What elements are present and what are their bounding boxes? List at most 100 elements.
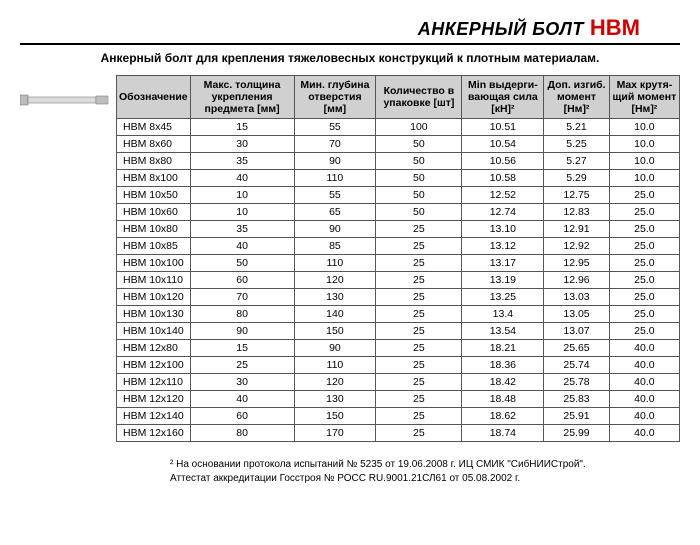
table-row: HBM 12x8015902518.2125.6540.0 xyxy=(117,340,680,357)
content-area: ОбозначениеМакс. толщина укрепления пред… xyxy=(20,75,680,442)
table-cell: 70 xyxy=(294,136,376,153)
table-cell: 13.4 xyxy=(462,306,544,323)
table-row: HBM 8x8035905010.565.2710.0 xyxy=(117,153,680,170)
table-cell: HBM 8x100 xyxy=(117,170,191,187)
table-cell: HBM 12x110 xyxy=(117,374,191,391)
table-cell: 35 xyxy=(190,221,294,238)
table-cell: 60 xyxy=(190,272,294,289)
spec-table: ОбозначениеМакс. толщина укрепления пред… xyxy=(116,75,680,442)
table-row: HBM 10x110601202513.1912.9625.0 xyxy=(117,272,680,289)
table-cell: 18.21 xyxy=(462,340,544,357)
table-cell: 100 xyxy=(376,119,462,136)
table-cell: 25 xyxy=(376,306,462,323)
table-cell: 5.29 xyxy=(544,170,610,187)
table-cell: 10.0 xyxy=(609,119,679,136)
table-cell: 35 xyxy=(190,153,294,170)
table-cell: 55 xyxy=(294,187,376,204)
table-cell: 25 xyxy=(376,425,462,442)
table-cell: 40 xyxy=(190,238,294,255)
table-cell: 10 xyxy=(190,187,294,204)
table-cell: 25 xyxy=(376,391,462,408)
table-cell: 130 xyxy=(294,289,376,306)
table-cell: 13.12 xyxy=(462,238,544,255)
table-row: HBM 10x100501102513.1712.9525.0 xyxy=(117,255,680,272)
table-cell: 60 xyxy=(190,408,294,425)
table-cell: HBM 12x160 xyxy=(117,425,191,442)
col-header-0: Обозначение xyxy=(117,76,191,119)
table-cell: 25.0 xyxy=(609,289,679,306)
table-cell: 25 xyxy=(190,357,294,374)
table-row: HBM 10x140901502513.5413.0725.0 xyxy=(117,323,680,340)
table-cell: 25.91 xyxy=(544,408,610,425)
table-cell: 5.27 xyxy=(544,153,610,170)
table-cell: 13.54 xyxy=(462,323,544,340)
table-header-row: ОбозначениеМакс. толщина укрепления пред… xyxy=(117,76,680,119)
table-cell: 90 xyxy=(190,323,294,340)
table-cell: 10.0 xyxy=(609,136,679,153)
table-cell: 13.17 xyxy=(462,255,544,272)
table-cell: 25 xyxy=(376,289,462,306)
table-cell: 25 xyxy=(376,374,462,391)
table-cell: HBM 10x140 xyxy=(117,323,191,340)
table-cell: HBM 12x140 xyxy=(117,408,191,425)
table-cell: 12.95 xyxy=(544,255,610,272)
table-cell: 40.0 xyxy=(609,340,679,357)
subtitle: Анкерный болт для крепления тяжеловесных… xyxy=(20,51,680,65)
table-cell: 25.0 xyxy=(609,272,679,289)
col-header-4: Min выдерги-вающая сила [кН]² xyxy=(462,76,544,119)
footnote-line2: Аттестат аккредитации Госстроя № РОСС RU… xyxy=(170,473,520,484)
table-cell: 40.0 xyxy=(609,391,679,408)
table-cell: 25.78 xyxy=(544,374,610,391)
table-cell: 13.25 xyxy=(462,289,544,306)
table-cell: HBM 12x100 xyxy=(117,357,191,374)
table-cell: 25.0 xyxy=(609,255,679,272)
table-cell: 13.10 xyxy=(462,221,544,238)
table-row: HBM 12x160801702518.7425.9940.0 xyxy=(117,425,680,442)
table-cell: 90 xyxy=(294,153,376,170)
table-cell: 50 xyxy=(376,136,462,153)
table-cell: 85 xyxy=(294,238,376,255)
table-cell: 25 xyxy=(376,221,462,238)
table-cell: 5.21 xyxy=(544,119,610,136)
table-cell: 25.0 xyxy=(609,323,679,340)
table-cell: 18.48 xyxy=(462,391,544,408)
table-cell: 30 xyxy=(190,136,294,153)
table-cell: 25.0 xyxy=(609,221,679,238)
table-cell: HBM 10x110 xyxy=(117,272,191,289)
table-cell: 140 xyxy=(294,306,376,323)
table-row: HBM 10x8035902513.1012.9125.0 xyxy=(117,221,680,238)
table-cell: 5.25 xyxy=(544,136,610,153)
table-cell: 40.0 xyxy=(609,408,679,425)
page-title: АНКЕРНЫЙ БОЛТHBM xyxy=(20,15,680,45)
bolt-illustration xyxy=(20,90,110,113)
col-header-6: Max крутя-щий момент [Нм]² xyxy=(609,76,679,119)
table-cell: 50 xyxy=(376,153,462,170)
table-cell: 25 xyxy=(376,255,462,272)
table-cell: 80 xyxy=(190,306,294,323)
table-cell: 25 xyxy=(376,238,462,255)
table-cell: 150 xyxy=(294,323,376,340)
col-header-5: Доп. изгиб. момент [Нм]² xyxy=(544,76,610,119)
table-cell: 25.65 xyxy=(544,340,610,357)
table-cell: 10.51 xyxy=(462,119,544,136)
table-cell: 12.75 xyxy=(544,187,610,204)
footnote-line1: ² На основании протокола испытаний № 523… xyxy=(170,459,586,470)
title-black: АНКЕРНЫЙ БОЛТ xyxy=(418,19,584,39)
table-cell: 10.54 xyxy=(462,136,544,153)
col-header-3: Количество в упаковке [шт] xyxy=(376,76,462,119)
table-cell: 12.74 xyxy=(462,204,544,221)
table-row: HBM 12x120401302518.4825.8340.0 xyxy=(117,391,680,408)
table-cell: HBM 10x100 xyxy=(117,255,191,272)
table-cell: 90 xyxy=(294,221,376,238)
table-cell: 55 xyxy=(294,119,376,136)
table-cell: 170 xyxy=(294,425,376,442)
table-cell: HBM 10x50 xyxy=(117,187,191,204)
table-cell: 120 xyxy=(294,374,376,391)
table-cell: 120 xyxy=(294,272,376,289)
table-cell: 40.0 xyxy=(609,425,679,442)
table-row: HBM 10x5010555012.5212.7525.0 xyxy=(117,187,680,204)
table-row: HBM 8x100401105010.585.2910.0 xyxy=(117,170,680,187)
col-header-1: Макс. толщина укрепления предмета [мм] xyxy=(190,76,294,119)
table-cell: 12.96 xyxy=(544,272,610,289)
table-cell: 18.36 xyxy=(462,357,544,374)
